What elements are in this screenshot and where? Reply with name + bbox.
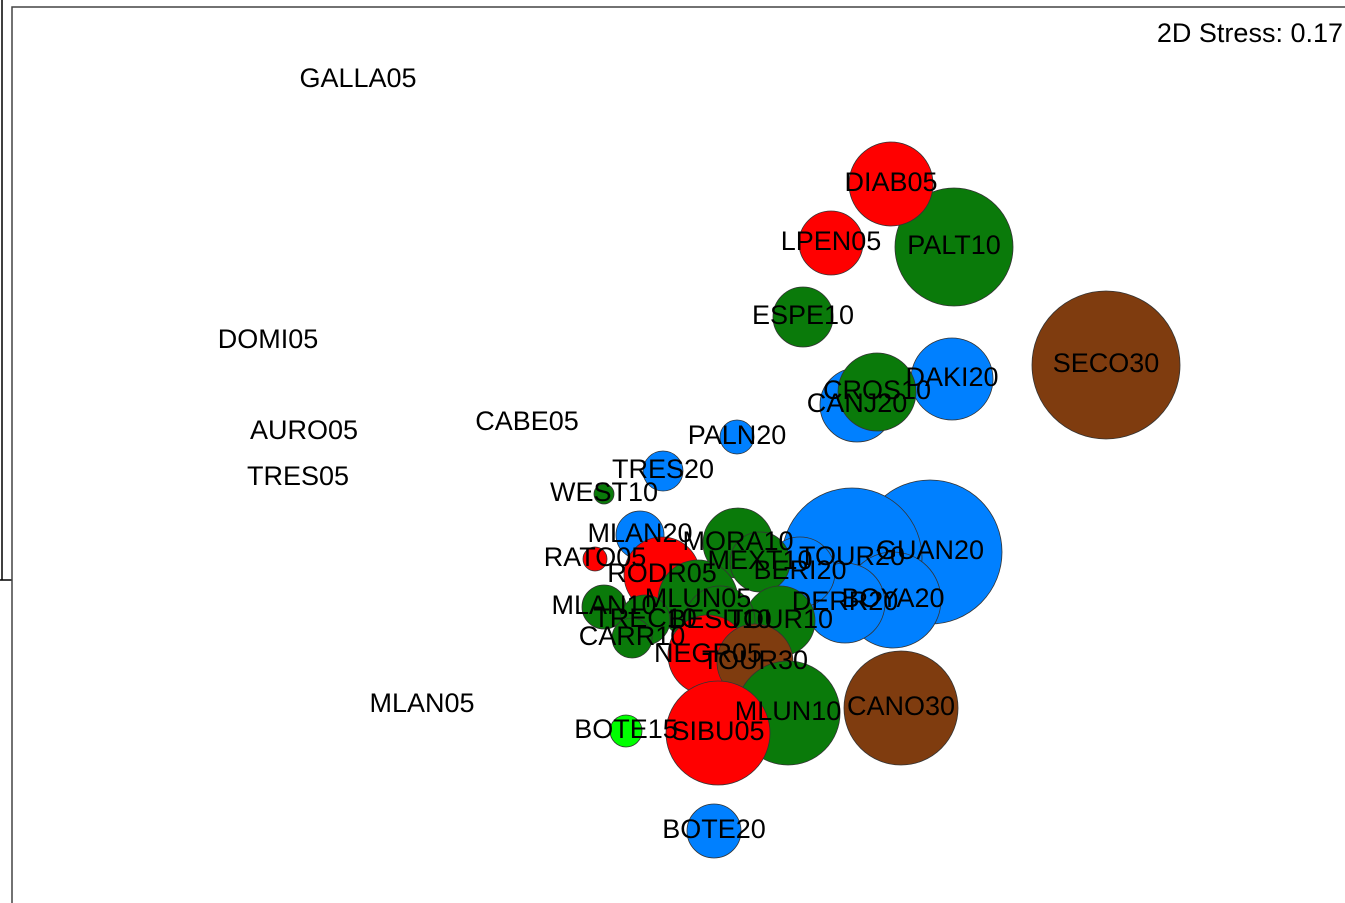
plot-frame xyxy=(11,6,1345,903)
bubble xyxy=(837,352,917,432)
bubble xyxy=(609,714,643,748)
point-label: CANJ20 xyxy=(807,388,908,418)
bubble xyxy=(772,286,834,348)
point-label: RATO05 xyxy=(544,542,647,572)
point-label: BOTE15 xyxy=(574,714,678,744)
point-label: CANO30 xyxy=(847,691,955,721)
point-label: WEST10 xyxy=(550,477,658,507)
bubble xyxy=(611,617,653,659)
bubble xyxy=(642,450,684,492)
point-label: CARR10 xyxy=(579,621,686,651)
point-label: MORA10 xyxy=(682,526,793,556)
bubble xyxy=(843,650,959,766)
point-label: TOUR10 xyxy=(727,604,833,634)
point-label: TOUR30 xyxy=(702,645,808,675)
point-label: GUAN20 xyxy=(876,535,984,565)
point-label: ESPE10 xyxy=(752,300,854,330)
bubble xyxy=(719,419,755,455)
bubble xyxy=(848,141,934,227)
bubble xyxy=(665,680,771,786)
point-label: DAKI20 xyxy=(905,362,998,392)
point-label: PALT10 xyxy=(907,230,1001,260)
point-label: MLAN10 xyxy=(551,590,656,620)
point-label: LPEN05 xyxy=(781,226,882,256)
bubbles xyxy=(581,141,1181,859)
point-label: DOMI05 xyxy=(218,324,319,354)
point-label: MLUN05 xyxy=(645,583,752,613)
point-label: DERR20 xyxy=(792,586,899,616)
bubble xyxy=(894,187,1014,307)
point-label: BOYA20 xyxy=(841,583,944,613)
point-label: MLUN10 xyxy=(735,696,842,726)
labels: GALLA05 DOMI05 AURO05 CABE05 TRES05 MLAN05 SEC… xyxy=(218,63,1160,844)
point-label: BESU10 xyxy=(668,604,772,634)
bubble xyxy=(593,483,615,505)
stress-annotation: 2D Stress: 0.17 xyxy=(1157,18,1343,48)
point-label: SIBU05 xyxy=(671,716,764,746)
point-label: SECO30 xyxy=(1053,348,1160,378)
bubble xyxy=(798,210,864,276)
point-label: NEGR05 xyxy=(654,638,762,668)
point-label: TRES20 xyxy=(612,454,714,484)
point-label: BERI20 xyxy=(753,555,846,585)
point-label: TRES05 xyxy=(247,461,349,491)
point-label: CABE05 xyxy=(475,406,579,436)
bubble xyxy=(686,803,742,859)
point-label: AURO05 xyxy=(250,415,358,445)
point-label: TREC10 xyxy=(593,603,697,633)
point-label: PALN20 xyxy=(688,420,787,450)
point-label: MLAN20 xyxy=(587,518,692,548)
point-label: BOTE20 xyxy=(662,814,766,844)
point-label: MLAN05 xyxy=(369,688,474,718)
point-label: GALLA05 xyxy=(299,63,416,93)
point-label: DIAB05 xyxy=(844,167,937,197)
point-label: CROS10 xyxy=(823,375,931,405)
point-label: RODR05 xyxy=(607,558,717,588)
point-label: MEXT10 xyxy=(707,545,812,575)
point-label: TOUR20 xyxy=(799,541,905,571)
bubble xyxy=(1031,290,1181,440)
bubble xyxy=(582,546,608,572)
